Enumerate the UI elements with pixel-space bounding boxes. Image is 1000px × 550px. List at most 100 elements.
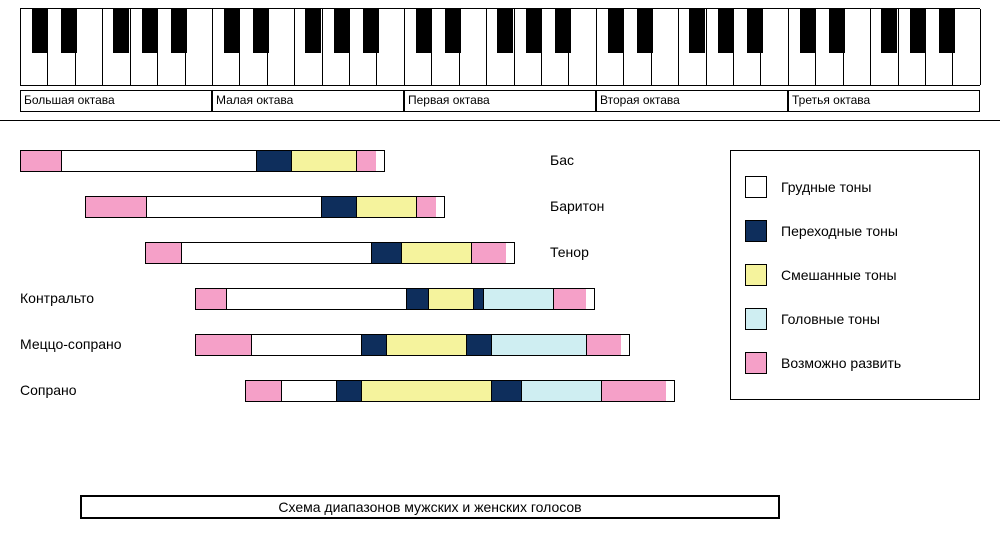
black-key (253, 9, 269, 53)
black-key (718, 9, 734, 53)
black-key (910, 9, 926, 53)
white-key (761, 9, 788, 85)
legend-swatch (745, 352, 767, 374)
legend-label: Грудные тоны (781, 179, 871, 195)
octave-label: Малая октава (212, 90, 404, 112)
voice-label: Контральто (20, 290, 94, 306)
range-segment (466, 335, 491, 355)
range-segment (181, 243, 371, 263)
legend-item: Смешанные тоны (745, 253, 965, 297)
black-key (555, 9, 571, 53)
range-segment (361, 335, 386, 355)
range-segment (146, 197, 321, 217)
octave-label: Вторая октава (596, 90, 788, 112)
range-segment (321, 197, 356, 217)
keyboard-octave (597, 9, 789, 85)
range-segment (196, 335, 251, 355)
black-key (445, 9, 461, 53)
black-key (113, 9, 129, 53)
range-segment (473, 289, 483, 309)
legend-item: Возможно развить (745, 341, 965, 385)
black-key (829, 9, 845, 53)
octave-label: Первая октава (404, 90, 596, 112)
black-key (142, 9, 158, 53)
black-key (305, 9, 321, 53)
range-segment (521, 381, 601, 401)
black-key (939, 9, 955, 53)
range-segment (491, 381, 521, 401)
voice-range-bar (195, 288, 595, 310)
legend-swatch (745, 308, 767, 330)
range-segment (406, 289, 428, 309)
legend-item: Грудные тоны (745, 165, 965, 209)
range-segment (281, 381, 336, 401)
voice-range-bar (145, 242, 515, 264)
black-key (608, 9, 624, 53)
black-key (416, 9, 432, 53)
white-key (268, 9, 295, 85)
white-key (652, 9, 679, 85)
range-segment (401, 243, 471, 263)
white-key (186, 9, 213, 85)
octave-label: Третья октава (788, 90, 980, 112)
separator-line (0, 120, 1000, 121)
range-segment (416, 197, 436, 217)
legend-label: Возможно развить (781, 355, 901, 371)
voice-range-bar (20, 150, 385, 172)
range-segment (356, 197, 416, 217)
range-segment (226, 289, 406, 309)
legend-label: Переходные тоны (781, 223, 898, 239)
legend-swatch (745, 264, 767, 286)
white-key (76, 9, 103, 85)
black-key (800, 9, 816, 53)
black-key (689, 9, 705, 53)
white-key (844, 9, 871, 85)
voice-row: Бас (20, 140, 720, 186)
range-segment (86, 197, 146, 217)
range-segment (428, 289, 473, 309)
voice-row: Меццо-сопрано (20, 324, 720, 370)
keyboard-octave (789, 9, 981, 85)
legend-item: Головные тоны (745, 297, 965, 341)
legend-label: Головные тоны (781, 311, 880, 327)
black-key (747, 9, 763, 53)
voice-label: Меццо-сопрано (20, 336, 122, 352)
legend-label: Смешанные тоны (781, 267, 897, 283)
range-segment (553, 289, 586, 309)
keyboard-octave (21, 9, 213, 85)
white-key (953, 9, 980, 85)
range-segment (471, 243, 506, 263)
legend-item: Переходные тоны (745, 209, 965, 253)
white-key (460, 9, 487, 85)
keyboard-octave (405, 9, 597, 85)
black-key (171, 9, 187, 53)
range-segment (491, 335, 586, 355)
white-key (569, 9, 596, 85)
range-segment (356, 151, 376, 171)
range-segment (21, 151, 61, 171)
black-key (61, 9, 77, 53)
range-segment (386, 335, 466, 355)
voice-range-bar (85, 196, 445, 218)
black-key (32, 9, 48, 53)
voice-range-bar (245, 380, 675, 402)
voice-row: Контральто (20, 278, 720, 324)
range-segment (146, 243, 181, 263)
range-segment (61, 151, 256, 171)
range-segment (256, 151, 291, 171)
octave-label: Большая октава (20, 90, 212, 112)
range-segment (483, 289, 553, 309)
range-segment (586, 335, 621, 355)
range-segment (336, 381, 361, 401)
black-key (526, 9, 542, 53)
keyboard-octave (213, 9, 405, 85)
range-segment (246, 381, 281, 401)
range-segment (196, 289, 226, 309)
voice-row: Тенор (20, 232, 720, 278)
voice-label: Бас (550, 152, 574, 168)
legend-swatch (745, 220, 767, 242)
voice-row: Баритон (20, 186, 720, 232)
voice-ranges-region: БасБаритонТенорКонтральтоМеццо-сопраноСо… (20, 140, 720, 416)
range-segment (601, 381, 666, 401)
range-segment (291, 151, 356, 171)
